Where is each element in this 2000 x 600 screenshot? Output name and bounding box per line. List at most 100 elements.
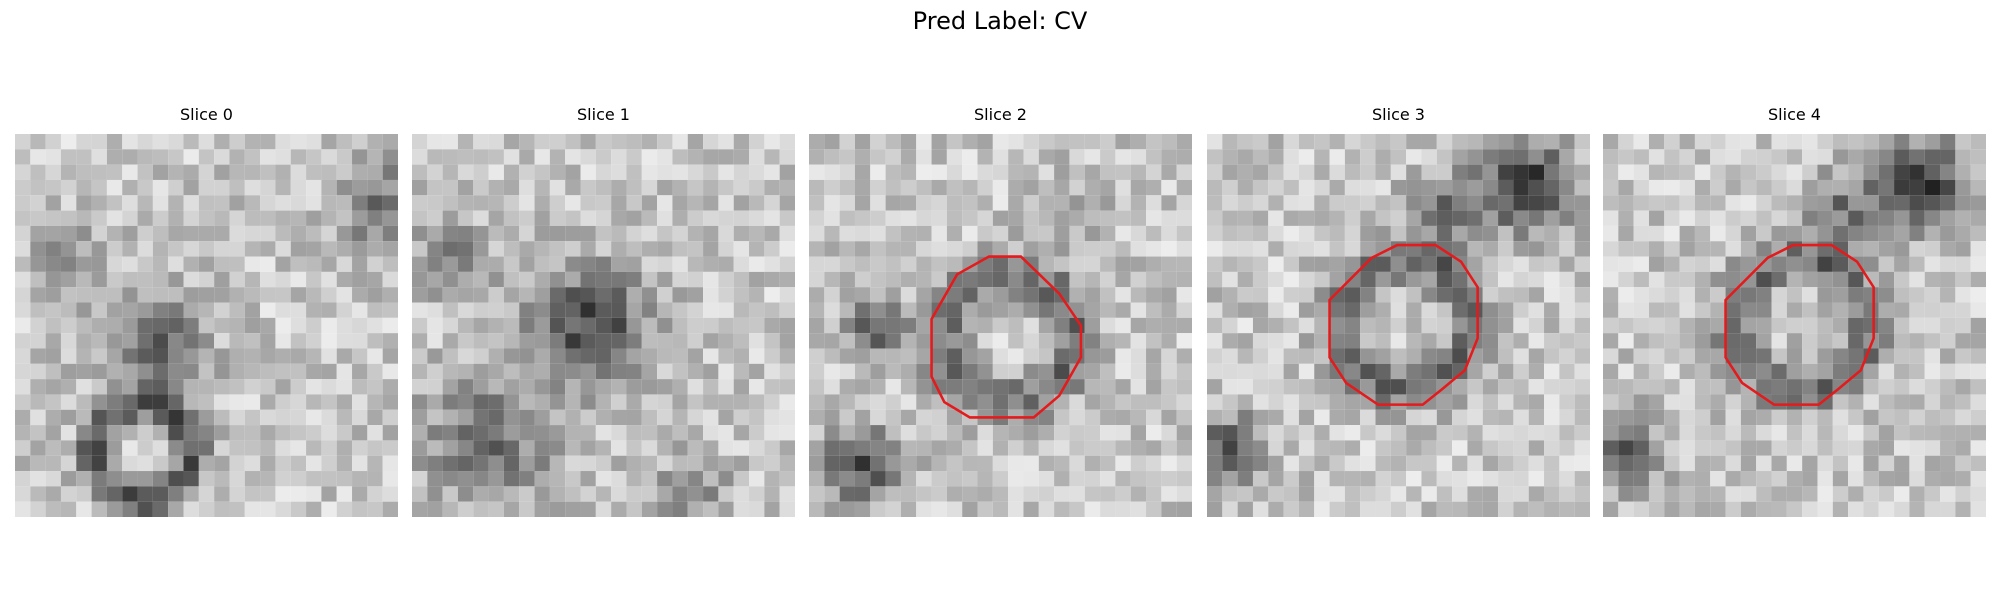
- pixel: [1710, 486, 1726, 502]
- pixel: [1544, 501, 1560, 517]
- pixel: [1648, 195, 1665, 211]
- pixel: [962, 302, 978, 318]
- pixel: [1421, 256, 1437, 272]
- pixel: [30, 409, 46, 426]
- pixel: [244, 225, 261, 242]
- pixel: [1146, 271, 1162, 288]
- pixel: [900, 134, 917, 150]
- pixel: [1710, 287, 1726, 303]
- pixel: [1513, 195, 1529, 211]
- pixel: [1756, 409, 1772, 426]
- pixel: [1360, 501, 1376, 517]
- pixel: [15, 394, 31, 410]
- pixel: [672, 225, 688, 242]
- pixel: [1115, 348, 1131, 364]
- pixel: [1176, 134, 1192, 150]
- pixel: [442, 241, 458, 257]
- pixel: [1421, 149, 1437, 165]
- pixel: [1421, 486, 1437, 502]
- pixel: [1498, 225, 1514, 242]
- pixel: [457, 149, 474, 165]
- pixel: [1618, 210, 1634, 226]
- slice-image: [1207, 134, 1590, 517]
- pixel: [382, 195, 398, 211]
- pixel: [1023, 302, 1039, 318]
- pixel: [1482, 317, 1499, 334]
- pixel: [1375, 440, 1391, 456]
- pixel: [657, 486, 673, 502]
- pixel: [580, 241, 596, 257]
- pixel: [764, 363, 780, 380]
- pixel: [1298, 501, 1315, 517]
- pixel: [1574, 195, 1590, 211]
- pixel: [885, 134, 901, 150]
- pixel: [1756, 210, 1772, 226]
- pixel: [1360, 471, 1376, 487]
- pixel: [1955, 149, 1971, 165]
- pixel: [352, 379, 368, 395]
- pixel: [1863, 149, 1879, 165]
- pixel: [1802, 241, 1818, 257]
- pixel: [641, 394, 658, 410]
- pixel: [275, 471, 291, 487]
- pixel: [1146, 348, 1162, 364]
- pixel: [1237, 333, 1253, 349]
- pixel: [1498, 440, 1514, 456]
- pixel: [1176, 471, 1192, 487]
- pixel: [352, 241, 368, 257]
- pixel: [900, 333, 917, 349]
- pixel: [91, 179, 107, 196]
- pixel: [1740, 271, 1757, 288]
- pixel: [1436, 501, 1453, 517]
- pixel: [1786, 149, 1803, 165]
- pixel: [1544, 486, 1560, 502]
- pixel: [1710, 195, 1726, 211]
- pixel: [1710, 409, 1726, 426]
- pixel: [457, 317, 474, 334]
- pixel: [488, 179, 504, 196]
- pixel: [626, 455, 642, 472]
- pixel: [1740, 210, 1757, 226]
- pixel: [60, 302, 77, 318]
- pixel: [718, 179, 734, 196]
- pixel: [962, 210, 978, 226]
- pixel: [519, 471, 535, 487]
- pixel: [1283, 225, 1299, 242]
- pixel: [1207, 501, 1223, 517]
- pixel: [367, 425, 383, 441]
- pixel: [321, 333, 337, 349]
- pixel: [1390, 302, 1407, 318]
- pixel: [1298, 425, 1315, 441]
- pixel: [1100, 256, 1116, 272]
- pixel: [749, 425, 765, 441]
- pixel: [885, 363, 901, 380]
- pixel: [1528, 440, 1545, 456]
- pixel: [1878, 287, 1895, 303]
- pixel: [580, 455, 596, 472]
- pixel: [1069, 210, 1085, 226]
- pixel: [1955, 134, 1971, 150]
- pixel: [229, 241, 245, 257]
- pixel: [1130, 256, 1147, 272]
- pixel: [1679, 379, 1695, 395]
- pixel: [168, 333, 184, 349]
- pixel: [1771, 225, 1787, 242]
- pixel: [962, 425, 978, 441]
- pixel: [1909, 271, 1925, 288]
- pixel: [1329, 501, 1345, 517]
- pixel: [519, 501, 535, 517]
- pixel: [870, 302, 886, 318]
- pixel: [703, 195, 719, 211]
- pixel: [229, 379, 245, 395]
- pixel: [1452, 455, 1468, 472]
- pixel: [1832, 225, 1849, 242]
- pixel: [1710, 241, 1726, 257]
- pixel: [30, 471, 46, 487]
- pixel: [1802, 471, 1818, 487]
- pixel: [290, 363, 307, 380]
- pixel: [488, 302, 504, 318]
- pixel: [1863, 179, 1879, 196]
- pixel: [198, 455, 215, 472]
- pixel: [672, 210, 688, 226]
- pixel: [1283, 287, 1299, 303]
